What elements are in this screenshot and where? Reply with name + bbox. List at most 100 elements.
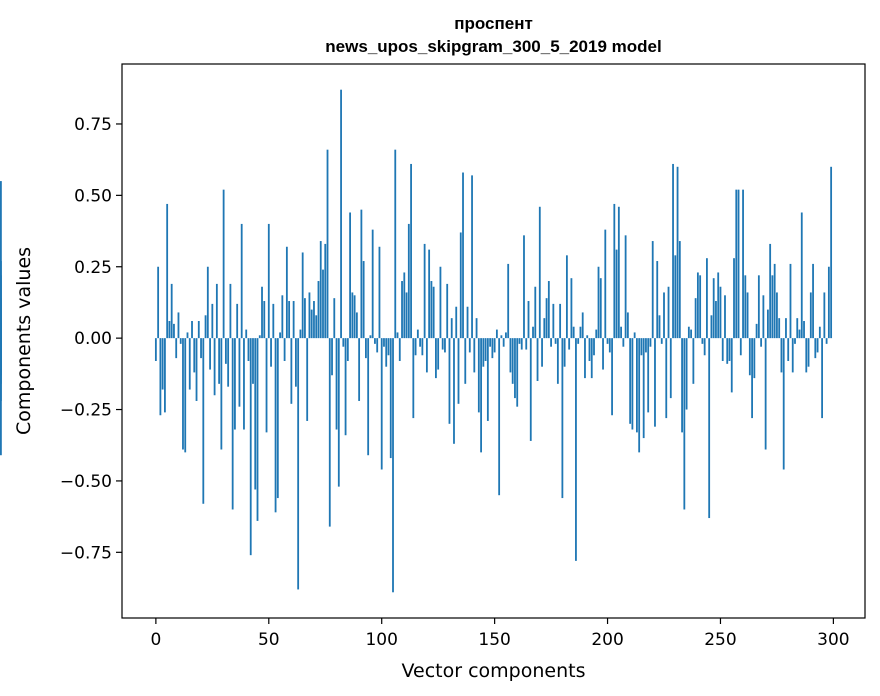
- bar: [175, 338, 178, 359]
- bar: [773, 263, 776, 339]
- bar: [270, 338, 272, 367]
- y-tick-label: 0.00: [74, 329, 112, 349]
- bar: [319, 241, 322, 339]
- bar: [751, 338, 753, 419]
- bar: [667, 286, 670, 339]
- bar: [708, 338, 711, 519]
- bar: [446, 283, 449, 339]
- bar: [803, 321, 805, 339]
- bar: [683, 338, 686, 510]
- bar: [699, 275, 702, 339]
- bar: [493, 338, 496, 353]
- bars-group: [0, 89, 833, 593]
- bar: [0, 323, 2, 339]
- bar: [243, 338, 245, 430]
- chart-title-line2: news_upos_skipgram_300_5_2019 model: [325, 37, 661, 56]
- bar: [807, 338, 810, 367]
- y-tick-label: 0.75: [74, 115, 112, 135]
- bar: [342, 338, 345, 347]
- bar: [202, 338, 205, 504]
- bar: [283, 338, 286, 361]
- bar: [676, 166, 679, 339]
- bar: [306, 338, 309, 421]
- bar: [331, 338, 333, 376]
- x-tick-label: 200: [591, 630, 623, 650]
- bar: [563, 338, 566, 367]
- bar: [645, 338, 647, 353]
- bar: [252, 338, 254, 384]
- bar: [818, 326, 821, 339]
- bar: [791, 338, 794, 373]
- bar: [285, 246, 288, 339]
- bar: [380, 338, 383, 470]
- bar: [197, 321, 200, 339]
- bar: [164, 338, 166, 413]
- bar: [224, 338, 227, 364]
- bar: [629, 338, 632, 424]
- x-tick-label: 300: [817, 630, 849, 650]
- bar: [218, 338, 221, 384]
- bar: [276, 338, 279, 499]
- bar: [279, 332, 281, 339]
- bar: [464, 338, 467, 384]
- bar: [229, 283, 232, 339]
- bar: [830, 166, 833, 339]
- bar: [572, 326, 575, 339]
- bar: [355, 312, 358, 339]
- bar: [249, 338, 252, 556]
- bar: [674, 255, 677, 339]
- bar: [154, 338, 157, 361]
- bar: [593, 338, 595, 356]
- bar: [222, 189, 225, 339]
- bar: [681, 338, 683, 433]
- bar: [570, 278, 573, 339]
- bar: [672, 163, 674, 339]
- bar: [324, 243, 327, 339]
- bar: [647, 338, 650, 413]
- bar: [453, 338, 455, 444]
- bar: [685, 338, 688, 410]
- bar: [604, 229, 607, 339]
- bar: [507, 263, 510, 339]
- bar: [211, 303, 214, 339]
- bar: [168, 321, 171, 339]
- bar: [631, 338, 634, 430]
- bar: [687, 326, 690, 339]
- bar: [254, 338, 257, 490]
- y-tick-label: 0.50: [74, 186, 112, 206]
- bar: [462, 172, 464, 339]
- bar: [814, 338, 817, 359]
- bar: [514, 338, 516, 399]
- bar: [525, 338, 528, 350]
- bar: [498, 338, 501, 496]
- bar: [665, 338, 668, 419]
- bar: [581, 312, 584, 339]
- bar: [480, 338, 482, 453]
- bar: [159, 338, 162, 416]
- bar: [805, 338, 808, 373]
- bar: [213, 338, 216, 396]
- bar: [742, 189, 744, 339]
- bar: [532, 326, 534, 339]
- bar: [654, 338, 656, 427]
- bar: [358, 338, 361, 401]
- bar: [518, 338, 521, 344]
- bar: [678, 241, 681, 339]
- bar: [204, 315, 207, 339]
- bar: [812, 263, 814, 339]
- bar: [247, 338, 250, 361]
- bar: [267, 223, 270, 339]
- bar: [326, 149, 329, 339]
- bar: [495, 329, 498, 339]
- bar: [288, 301, 291, 339]
- bar: [575, 338, 577, 561]
- bar: [649, 338, 652, 347]
- bar: [721, 338, 724, 361]
- bar: [484, 338, 487, 361]
- bar: [642, 338, 645, 439]
- bar: [701, 338, 704, 344]
- bar: [191, 321, 193, 339]
- bar: [177, 312, 180, 339]
- bar: [468, 338, 471, 353]
- bar: [365, 338, 367, 359]
